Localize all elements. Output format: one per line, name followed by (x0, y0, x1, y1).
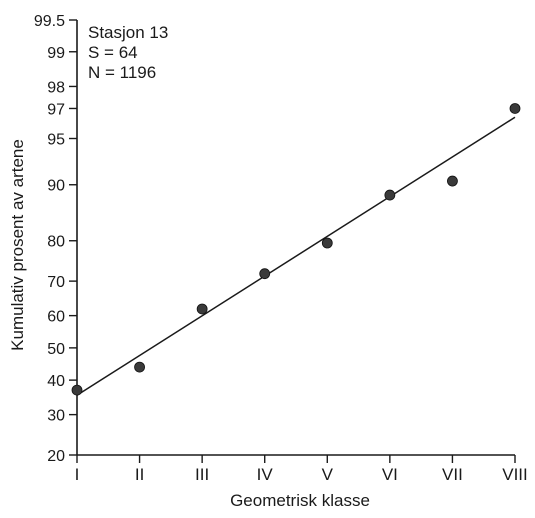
data-point (196, 303, 208, 315)
y-tick-label: 40 (47, 373, 65, 390)
x-tick-label: II (135, 465, 144, 484)
data-point (321, 237, 333, 249)
data-point (134, 361, 145, 373)
data-point (259, 268, 271, 280)
x-tick-label: V (322, 465, 334, 484)
y-tick-label: 50 (47, 341, 65, 358)
x-tick-label: VII (442, 465, 463, 484)
x-tick-label: VIII (502, 465, 528, 484)
x-ticks: I II III IV V VI VII VIII (75, 455, 528, 484)
data-point (71, 384, 83, 396)
data-point (509, 103, 521, 114)
y-tick-label: 30 (47, 408, 65, 425)
y-tick-label: 80 (47, 234, 65, 251)
y-tick-label: 97 (47, 101, 65, 118)
y-tick-label: 90 (47, 178, 65, 195)
y-tick-label: 95 (47, 132, 65, 149)
data-point (384, 189, 396, 201)
data-points (71, 103, 521, 396)
fit-line (76, 116, 516, 396)
y-axis-label: Kumulativ prosent av artene (8, 139, 27, 351)
x-tick-label: VI (382, 465, 398, 484)
annotation-line: S = 64 (88, 43, 138, 62)
data-point (447, 175, 458, 187)
x-tick-label: I (75, 465, 80, 484)
y-tick-label: 60 (47, 309, 65, 326)
y-tick-label: 70 (47, 274, 65, 291)
x-tick-label: IV (257, 465, 274, 484)
y-tick-label: 20 (47, 448, 65, 465)
annotation-line: N = 1196 (88, 63, 156, 82)
y-tick-label: 99 (47, 45, 65, 62)
y-ticks: 20 30 40 50 60 70 80 90 95 97 98 99 99.5 (34, 13, 77, 465)
y-tick-label: 98 (47, 79, 65, 96)
annotation-block: Stasjon 13S = 64N = 1196 (88, 23, 168, 82)
x-axis-label: Geometrisk klasse (230, 491, 370, 510)
y-tick-label: 99.5 (34, 13, 65, 30)
annotation-line: Stasjon 13 (88, 23, 168, 42)
x-tick-label: III (195, 465, 209, 484)
